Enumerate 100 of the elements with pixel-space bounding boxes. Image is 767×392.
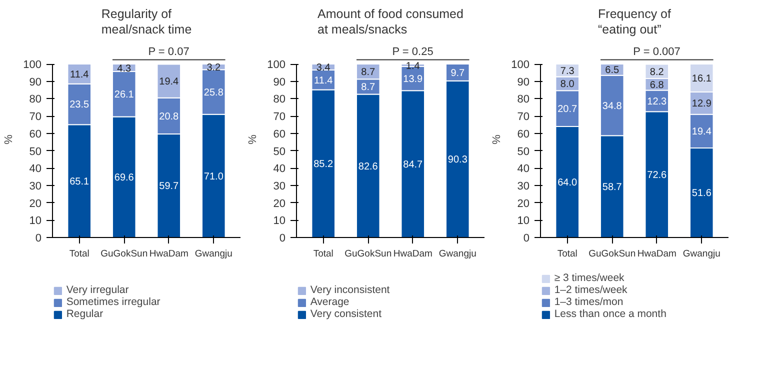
data-label: 11.4 [70, 69, 90, 80]
y-axis-title: % [491, 134, 504, 144]
legend-label: Very inconsistent [310, 284, 390, 296]
y-tick-label: 40 [273, 163, 286, 176]
x-tick-label: Gwangju [438, 248, 476, 260]
x-tick-label: Gwangju [194, 248, 232, 260]
data-label: 72.6 [647, 170, 668, 182]
x-tick-label: Total [69, 248, 90, 260]
y-tick-label: 70 [517, 111, 530, 124]
data-label: 3.4 [316, 62, 331, 74]
y-tick-label: 100 [23, 59, 42, 72]
y-tick-label: 10 [273, 215, 286, 228]
y-tick-label: 20 [273, 198, 286, 210]
y-tick-label: 40 [29, 163, 42, 176]
data-label: 51.6 [692, 188, 712, 200]
y-tick-label: 40 [517, 163, 530, 176]
data-label: 13.9 [403, 74, 424, 86]
data-label: 9.7 [450, 68, 466, 79]
x-tick-label: Total [313, 248, 334, 260]
data-label: 20.8 [159, 111, 180, 122]
x-tick-label: Total [557, 248, 578, 260]
data-label: 12.3 [647, 96, 668, 108]
data-label: 26.1 [114, 90, 134, 101]
data-label: 7.3 [560, 66, 575, 77]
text: P = 0.07 [148, 46, 190, 58]
data-label: 69.6 [114, 172, 134, 184]
data-label: 84.7 [403, 160, 424, 171]
data-label: 90.3 [448, 154, 468, 166]
data-label: 12.9 [692, 98, 712, 110]
y-tick-label: 100 [267, 59, 286, 72]
y-tick-label: 50 [29, 146, 42, 158]
data-label: 1.4 [406, 60, 420, 72]
text: P = 0.007 [633, 46, 680, 58]
y-tick-label: 10 [517, 215, 530, 228]
data-label: 82.6 [358, 161, 378, 172]
x-tick-label: GuGokSun [100, 248, 148, 260]
data-label: 3.2 [206, 62, 222, 74]
y-tick-label: 70 [273, 111, 286, 124]
y-tick-label: 100 [511, 59, 530, 72]
y-tick-label: 60 [517, 128, 530, 140]
y-tick-label: 50 [273, 146, 286, 158]
data-label: 71.0 [204, 171, 224, 182]
x-tick-label: HwaDam [393, 248, 432, 260]
legend-label: Sometimes irregular [66, 296, 160, 308]
y-tick-label: 30 [29, 180, 42, 192]
x-tick-label: GuGokSun [588, 248, 636, 260]
data-label: 6.5 [605, 65, 620, 76]
y-tick-label: 90 [29, 76, 42, 88]
data-label: 19.4 [692, 126, 712, 138]
legend-label: Average [310, 296, 350, 308]
chart-title: Frequency of “eating out” [598, 7, 672, 36]
y-tick-label: 90 [517, 76, 530, 88]
data-label: 16.1 [692, 74, 712, 85]
data-label: 11.4 [314, 75, 334, 86]
y-tick-label: 0 [35, 232, 42, 244]
y-tick-label: 20 [517, 198, 530, 210]
data-label: 8.7 [361, 67, 376, 78]
legend-label: Less than once a month [554, 308, 666, 320]
x-tick-label: HwaDam [149, 248, 188, 260]
data-label: 20.7 [558, 104, 578, 116]
x-tick-label: GuGokSun [344, 248, 392, 260]
legend-label: 1–3 times/mon [554, 296, 624, 308]
data-label: 4.3 [117, 63, 132, 74]
x-tick-label: HwaDam [637, 248, 676, 260]
y-tick-label: 80 [273, 94, 286, 106]
y-tick-label: 50 [517, 146, 530, 158]
data-label: 85.2 [314, 159, 334, 170]
y-axis-title: % [3, 134, 16, 144]
chart-title: Amount of food consumed at meals/snacks [318, 7, 464, 36]
data-label: 23.5 [70, 100, 90, 111]
y-axis-title: % [247, 134, 260, 144]
data-label: 34.8 [602, 101, 622, 112]
y-tick-label: 80 [29, 94, 42, 106]
chart-title: Regularity of meal/snack time [101, 7, 192, 36]
y-tick-label: 20 [29, 198, 42, 210]
y-tick-label: 60 [29, 128, 42, 140]
data-label: 8.7 [361, 82, 376, 94]
text: P = 0.25 [392, 46, 434, 58]
data-label: 19.4 [159, 76, 180, 88]
data-label: 64.0 [558, 177, 578, 188]
data-label: 8.0 [560, 79, 575, 90]
x-tick-label: Gwangju [682, 248, 720, 260]
data-label: 25.8 [204, 87, 224, 98]
legend-label: Very consistent [310, 308, 382, 320]
y-tick-label: 70 [29, 111, 42, 124]
legend-label: Regular [66, 308, 104, 320]
legend-label: ≥ 3 times/week [554, 272, 624, 284]
y-tick-label: 60 [273, 128, 286, 140]
y-tick-label: 80 [517, 94, 530, 106]
y-tick-label: 0 [279, 232, 286, 244]
data-label: 59.7 [159, 181, 180, 192]
legend-label: 1–2 times/week [554, 284, 628, 296]
data-label: 65.1 [70, 176, 90, 188]
y-tick-label: 30 [517, 180, 530, 192]
data-label: 8.2 [650, 66, 664, 78]
data-label: 6.8 [650, 80, 664, 91]
data-label: 58.7 [602, 182, 622, 194]
y-tick-label: 0 [523, 232, 530, 244]
legend-label: Very irregular [66, 284, 129, 296]
y-tick-label: 90 [273, 76, 286, 88]
